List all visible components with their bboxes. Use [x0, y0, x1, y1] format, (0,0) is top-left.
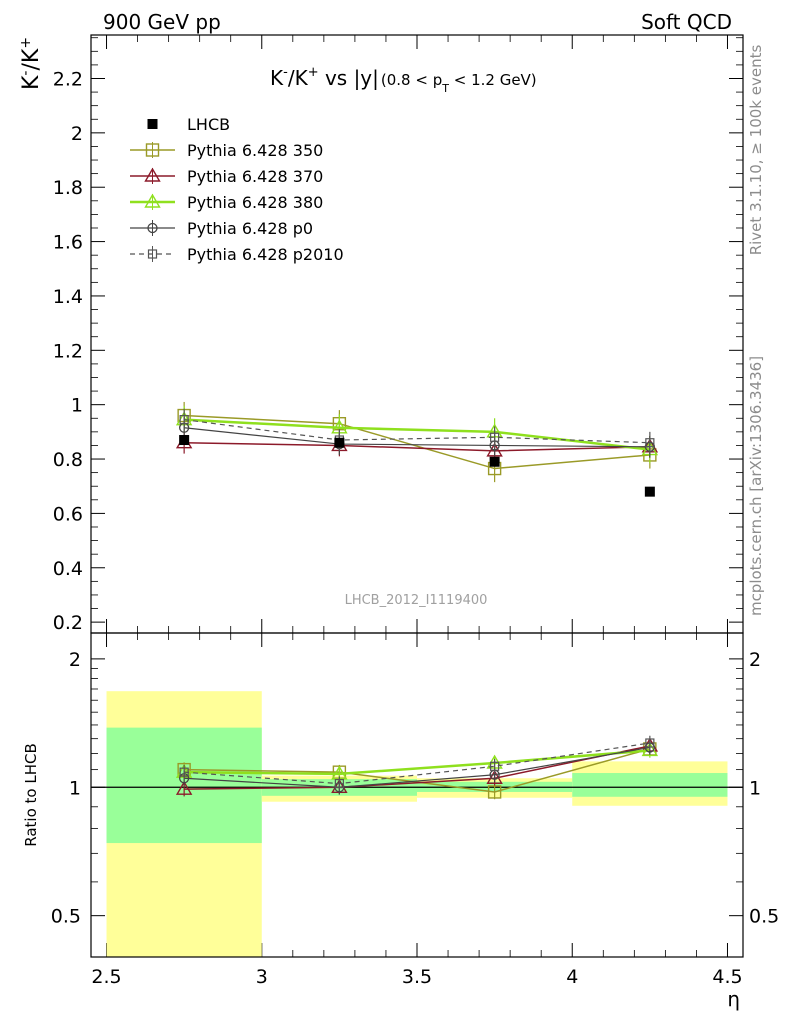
y-tick-label: 0.8	[53, 449, 83, 471]
rivet-version-text: Rivet 3.1.10, ≥ 100k events	[747, 45, 765, 256]
ratio-y-tick-label: 1	[69, 777, 81, 799]
chart-title: K-/K+ vs |y| (0.8 < pT < 1.2 GeV)	[270, 65, 537, 95]
legend-pythia-6-428-370-marker	[144, 167, 161, 182]
lhcb-data-point	[334, 437, 345, 448]
x-tick-label: 3.5	[402, 966, 432, 988]
legend-pythia-6-428-p0-label: Pythia 6.428 p0	[187, 219, 313, 238]
series-pythia-6-428-p2010-ratio-line	[184, 742, 650, 785]
y-tick-label: 1.6	[53, 232, 83, 254]
series-pythia-6-428-p2010-ratio-point	[490, 761, 500, 771]
series-pythia-6-428-p0-ratio-line	[184, 746, 650, 788]
series-pythia-6-428-370-ratio-line	[184, 745, 651, 790]
series-pythia-6-428-370-line	[184, 441, 650, 452]
lhcb-data-point	[489, 456, 500, 467]
series-pythia-6-428-p2010-point	[490, 432, 500, 442]
x-tick-label: 2.5	[91, 966, 121, 988]
lhcb-data-point	[644, 486, 655, 497]
series-pythia-6-428-350-line	[184, 414, 650, 470]
ratio-y-tick-label-right: 1	[749, 777, 761, 799]
analysis-watermark: LHCB_2012_I1119400	[345, 593, 488, 608]
lhcb-data-point	[179, 435, 190, 446]
ratio-y-tick-label-right: 2	[749, 649, 761, 671]
y-tick-label: 1.2	[53, 340, 83, 362]
ratio-panel-frame	[90, 632, 744, 958]
series-pythia-6-428-350-ratio-point	[487, 785, 502, 799]
legend-pythia-6-428-350-label: Pythia 6.428 350	[187, 141, 323, 160]
legend-lhcb-label: LHCB	[187, 115, 230, 134]
legend-pythia-6-428-p0-marker	[147, 222, 158, 234]
x-tick-label: 4	[566, 966, 578, 988]
legend-pythia-6-428-p2010-marker	[147, 249, 158, 259]
series-pythia-6-428-p2010-ratio-point	[179, 767, 189, 777]
mcplots-reference-text: mcplots.cern.ch [arXiv:1306.3436]	[747, 356, 765, 616]
series-pythia-6-428-380-line	[184, 418, 650, 451]
legend-pythia-6-428-380-label: Pythia 6.428 380	[187, 193, 323, 212]
ratio-y-tick-label-right: 0.5	[749, 906, 779, 928]
series-pythia-6-428-p0-line	[184, 427, 650, 448]
y-tick-label: 1.8	[53, 177, 83, 199]
y-tick-label: 1.4	[53, 286, 83, 308]
x-tick-label: 3	[256, 966, 268, 988]
series-pythia-6-428-380-ratio-line	[184, 749, 650, 776]
y-tick-label: 2	[71, 123, 83, 145]
legend-pythia-6-428-p2010-label: Pythia 6.428 p2010	[187, 245, 344, 264]
main-y-axis-label: K-/K+	[18, 37, 44, 90]
header-left: 900 GeV pp	[103, 10, 221, 34]
legend: LHCB Pythia 6.428 350 Pythia 6.428 370 Pyth…	[130, 115, 344, 264]
x-tick-label: 4.5	[712, 966, 742, 988]
series-pythia-6-428-p2010-ratio-point	[334, 779, 344, 789]
ratio-band-green	[572, 773, 728, 797]
legend-pythia-6-428-370-label: Pythia 6.428 370	[187, 167, 323, 186]
y-tick-label: 0.4	[53, 558, 83, 580]
legend-pythia-6-428-380-marker	[144, 193, 161, 208]
series-pythia-6-428-p2010-point	[645, 438, 655, 448]
series-pythia-6-428-p2010-line	[184, 419, 650, 444]
main-panel: 0.2 0.4 0.6 0.8 1 1.2 1.4 1.6 1.8 2 2.2	[53, 34, 744, 957]
x-axis-label: η	[727, 987, 740, 1011]
ratio-panel: 0.5 0.5 1 1 2 2 2.5 3 3.5 4 4.5	[51, 632, 779, 988]
legend-pythia-6-428-350-marker	[145, 143, 160, 157]
series-pythia-6-428-370-ratio-point	[175, 780, 193, 795]
ratio-y-tick-label: 2	[69, 649, 81, 671]
header-right: Soft QCD	[641, 10, 732, 34]
series-pythia-6-428-p2010-point	[179, 415, 189, 425]
ratio-y-tick-label: 0.5	[51, 906, 81, 928]
series-pythia-6-428-p2010-ratio-point	[645, 738, 655, 748]
y-tick-label: 2.2	[53, 68, 83, 90]
ratio-y-axis-label: Ratio to LHCB	[22, 743, 40, 847]
y-tick-label: 0.2	[53, 612, 83, 634]
y-tick-label: 0.6	[53, 503, 83, 525]
y-tick-label: 1	[71, 395, 83, 417]
legend-lhcb-marker	[147, 119, 158, 129]
